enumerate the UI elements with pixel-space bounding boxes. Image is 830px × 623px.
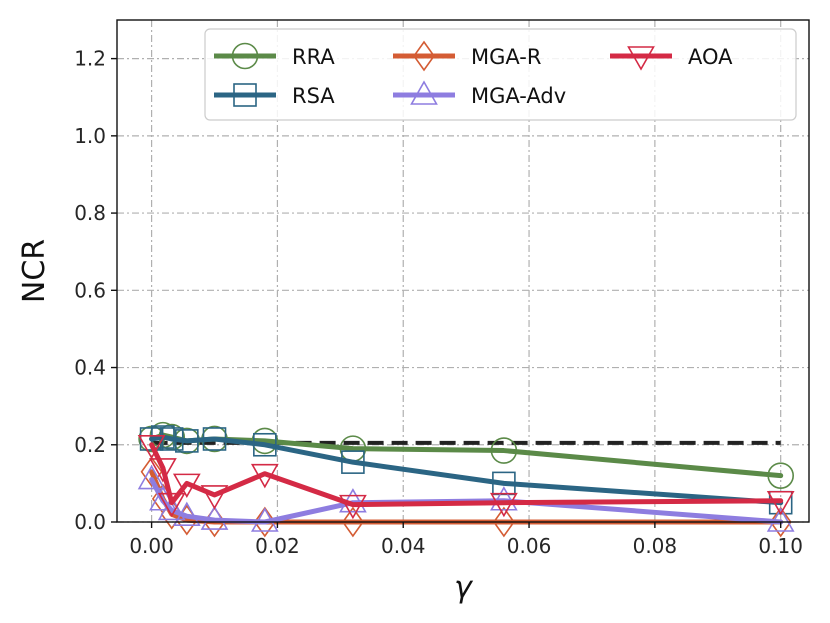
legend-frame [204, 28, 797, 121]
data-point-aoa [250, 463, 279, 489]
legend-entry-rra: RRA [214, 42, 335, 70]
series-line-aoa [149, 442, 784, 508]
y-tick-label: 0.2 [74, 433, 106, 457]
legend-label: MGA-Adv [471, 84, 566, 108]
data-point-aoa [490, 492, 518, 518]
plot-frame [116, 19, 810, 523]
data-point-mga-adv [250, 507, 279, 532]
y-tick-label: 1.0 [74, 124, 106, 148]
data-point-aoa [157, 492, 186, 518]
data-point-mga-adv [200, 505, 229, 530]
data-point-rsa [175, 429, 199, 453]
series-aoa [137, 434, 795, 520]
legend-entry-mga-adv: MGA-Adv [393, 80, 566, 108]
x-tick-label: 0.02 [255, 534, 300, 558]
x-tick-label: 0.04 [381, 534, 426, 558]
x-axis-label: γ [454, 570, 474, 605]
y-tick-label: 0.8 [74, 201, 106, 225]
data-point-mga-adv [172, 501, 201, 527]
legend-marker [231, 42, 259, 70]
legend-label: MGA-R [471, 45, 541, 69]
data-point-mga-adv [766, 507, 795, 532]
legend-entry-rsa: RSA [214, 83, 335, 108]
data-point-rsa [341, 450, 365, 474]
data-point-rsa [253, 432, 277, 457]
x-tick-label: 0.06 [507, 534, 552, 558]
data-point-aoa [339, 494, 367, 520]
data-point-mga-r [341, 506, 364, 538]
data-point-mga-adv [490, 486, 518, 511]
legend-label: RSA [292, 84, 335, 108]
legend-marker [413, 40, 435, 72]
data-point-rsa [202, 427, 227, 451]
data-point-mga-r [253, 506, 276, 538]
data-point-mga-adv [157, 495, 186, 521]
axis-ticks: 0.00 0.02 0.04 0.06 0.08 0.10 0.0 0.2 0.4 0.6 0.8 1… [74, 47, 803, 558]
data-point-mga-r [492, 506, 515, 538]
data-point-mga-r [769, 506, 792, 538]
legend-entry-aoa: AOA [610, 45, 733, 71]
data-point-aoa [172, 473, 201, 499]
data-point-rsa [151, 425, 175, 449]
y-tick-label: 0.0 [74, 510, 106, 534]
data-point-rsa [159, 427, 184, 451]
legend-marker [233, 83, 257, 107]
y-tick-label: 1.2 [74, 47, 106, 71]
x-tick-label: 0.08 [633, 534, 678, 558]
data-point-rra [490, 437, 518, 464]
x-tick-label: 0.00 [129, 534, 174, 558]
series-rsa [139, 425, 793, 515]
legend-entry-mga-r: MGA-R [393, 40, 541, 72]
data-point-aoa [137, 434, 166, 460]
legend-label: RRA [292, 45, 335, 69]
data-point-mga-adv [137, 464, 166, 490]
data-point-mga-r [140, 456, 163, 488]
y-axis-label: NCR [17, 239, 52, 303]
legend: RRA RSA MGA-R MGA-Adv AOA [204, 28, 797, 121]
x-tick-label: 0.10 [758, 534, 803, 558]
series-line-rsa [149, 434, 784, 506]
y-tick-label: 0.6 [74, 278, 106, 302]
legend-marker [410, 80, 438, 105]
data-point-aoa [149, 458, 177, 483]
y-tick-label: 0.4 [74, 356, 106, 380]
legend-label: AOA [688, 45, 733, 69]
data-point-rra [767, 462, 794, 489]
data-point-aoa [766, 490, 795, 516]
legend-marker [627, 46, 655, 71]
data-point-aoa [200, 485, 229, 510]
